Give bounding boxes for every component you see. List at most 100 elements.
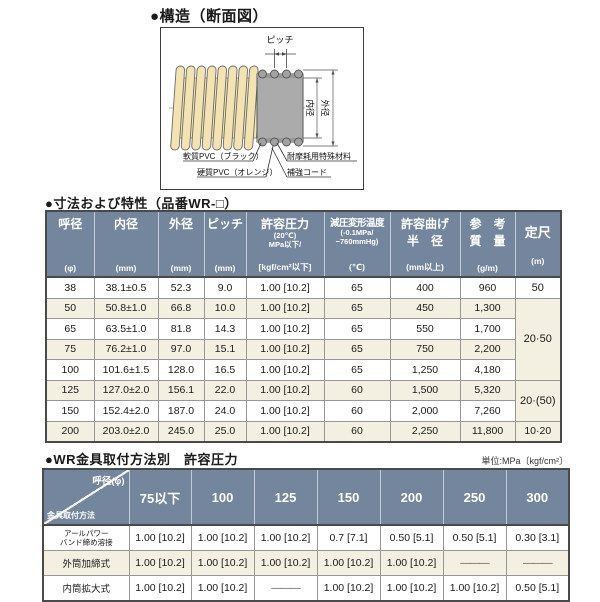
row-label-line1: アールパワー [63, 529, 109, 538]
col-vacuum: 減圧変形温度 (-0.1MPa/−760mmHg) (℃) [323, 210, 391, 278]
hose-diagram-svg: ピッチ 内径 外径 軟質PVC（ブラック） 硬質PVC（オレンジ） 耐摩耗用特殊… [169, 35, 357, 178]
fitting-col-125: 125 [253, 468, 318, 526]
cell: 5,320 [459, 379, 516, 401]
col-length-unit: (m) [531, 255, 545, 266]
cell: 150 [45, 400, 95, 422]
cell: 1.00 [10.2] [190, 550, 255, 576]
cell: 1,250 [389, 359, 461, 381]
cell: 52.3 [157, 276, 205, 299]
cell: 187.0 [157, 400, 205, 422]
cell: 1.00 [10.2] [190, 524, 255, 551]
cell: 1.00 [10.2] [245, 359, 325, 381]
outer-diameter-label: 外径 [320, 99, 330, 117]
col-inner-unit: (mm) [115, 263, 137, 273]
cell: 65 [323, 276, 391, 299]
callout-leaders [183, 142, 357, 178]
cell: 0.7 [7.1] [316, 524, 381, 551]
cell: 65 [323, 338, 391, 360]
cell: 0.50 [5.1] [379, 524, 444, 551]
fitting-unit-note: 単位:MPa〔kgf/cm²〕 [481, 456, 568, 466]
cell: 0.30 [3.1] [505, 524, 570, 551]
fitting-header-row: 呼径(φ) 金具取付方法 75以下 100 125 150 200 250 30… [42, 468, 570, 526]
col-pressure: 許容圧力 (20℃) MPa以下/ [kgf/cm²以下] [245, 210, 325, 278]
fitting-col-75: 75以下 [128, 468, 192, 526]
soft-pvc-label: 軟質PVC（ブラック） [183, 151, 263, 161]
cell: 1.00 [10.2] [128, 524, 192, 551]
fitting-col-250: 250 [442, 468, 507, 526]
length-cell: 10·20 [514, 420, 562, 443]
cell: 14.3 [203, 318, 247, 340]
col-vacuum-unit: (℃) [349, 262, 365, 272]
length-cell-merged: 20·(50) [514, 379, 562, 422]
spec-row-200: 200 203.0±2.0 245.0 25.0 1.00 [10.2] 60 2,250 1… [45, 420, 562, 443]
cell: 125 [45, 379, 95, 401]
spec-row-50: 50 50.8±1.0 66.8 10.0 1.00 [10.2] 65 450 1,300 … [45, 297, 562, 381]
cell: 60 [323, 379, 391, 401]
cell: 156.1 [157, 379, 205, 401]
cell: 2,200 [459, 338, 516, 360]
col-pressure-unit: [kgf/cm²以下] [258, 262, 312, 272]
spec-row-75: 75 76.2±1.0 97.0 15.1 1.00 [10.2] 65 750 2,200 [45, 338, 561, 360]
cell-empty: ——— [505, 550, 570, 576]
cell: 60 [323, 400, 391, 422]
cross-section-diagram: ピッチ 内径 外径 軟質PVC（ブラック） 硬質PVC（オレンジ） 耐摩耗用特殊… [160, 27, 364, 190]
cell: 1.00 [10.2] [128, 550, 192, 576]
length-cell-merged: 20·50 [514, 297, 562, 381]
cell: 97.0 [157, 338, 205, 360]
spec-section-title: ●寸法および特性（品番WR-□） [45, 196, 238, 211]
col-length-label: 定尺 [524, 225, 551, 241]
cell: 1.00 [10.2] [245, 400, 325, 422]
cell: 1.00 [10.2] [245, 420, 325, 443]
col-weight-label: 参 考 [469, 217, 506, 231]
spec-row-150: 150 152.4±2.0 187.0 24.0 1.00 [10.2] 60 2,000 7… [45, 400, 561, 422]
spec-header-row: 呼径 (φ) 内径 (mm) 外径 (mm) ピッチ (mm) 許容圧力 (20℃) MPa… [45, 210, 562, 278]
cell: 127.0±2.0 [93, 379, 159, 401]
structure-section-title: ●構造（断面図） [150, 8, 269, 25]
col-inner-label: 内径 [113, 217, 138, 231]
col-vacuum-sub1: (-0.1MPa/ [340, 228, 374, 237]
pitch-label: ピッチ [266, 35, 293, 45]
cell: 66.8 [157, 297, 205, 319]
col-outer: 外径 (mm) [157, 210, 205, 278]
cell: 1.00 [10.2] [253, 524, 318, 551]
cell: 65 [45, 318, 95, 340]
cell: 1.00 [10.2] [253, 550, 318, 576]
wear-material-label: 耐摩耗用特殊材料 [287, 151, 351, 161]
row-label: 外筒加締式 [42, 550, 130, 576]
fitting-col-100: 100 [190, 468, 255, 526]
spec-row-38: 38 38.1±0.5 52.3 9.0 1.00 [10.2] 65 400 960 50 [45, 276, 562, 299]
wear-layer-top [257, 74, 303, 78]
cell: 2,250 [389, 420, 461, 443]
col-caliber-label: 呼径 [58, 217, 83, 231]
cell: 81.8 [157, 318, 205, 340]
cell: 245.0 [157, 420, 205, 443]
cell: 2,000 [389, 400, 461, 422]
cell: 203.0±2.0 [93, 420, 159, 443]
cell: 100 [45, 359, 95, 381]
cell: 22.0 [203, 379, 247, 401]
col-pressure-sub1: (20℃) [273, 231, 297, 240]
corner-method-label: 金具取付方法 [47, 511, 95, 520]
col-outer-label: 外径 [168, 217, 193, 231]
cell: 1.00 [10.2] [316, 575, 381, 602]
col-pressure-sub2: MPa以下/ [268, 239, 302, 249]
pitch-dimension [265, 49, 296, 68]
fitting-row-band-weld: アールパワー バンド締め溶接 1.00 [10.2] 1.00 [10.2] 1… [42, 524, 570, 551]
cell: 16.5 [203, 359, 247, 381]
cell-empty: ——— [253, 575, 318, 602]
spec-row-125: 125 127.0±2.0 156.1 22.0 1.00 [10.2] 60 1,500 5… [45, 379, 562, 422]
cell: 1.00 [10.2] [245, 297, 325, 319]
cell: 50 [45, 297, 95, 319]
cell-empty: ——— [442, 550, 507, 576]
cell: 38.1±0.5 [93, 276, 159, 299]
col-caliber-unit: (φ) [64, 263, 77, 273]
cell: 76.2±1.0 [93, 338, 159, 360]
cell: 1.00 [10.2] [128, 575, 192, 602]
cell: 1.00 [10.2] [316, 550, 381, 576]
fitting-row-inner-expand: 内筒拡大式 1.00 [10.2] 1.00 [10.2] ——— 1.00 [… [42, 575, 570, 602]
row-label-line2: バンド締め溶接 [59, 538, 113, 547]
cell: 38 [45, 276, 95, 299]
fitting-row-outer-crimp: 外筒加締式 1.00 [10.2] 1.00 [10.2] 1.00 [10.2… [42, 550, 570, 576]
fitting-section-title: ●WR金具取付方法別 許容圧力 [45, 452, 239, 467]
cell: 1.00 [10.2] [190, 575, 255, 602]
